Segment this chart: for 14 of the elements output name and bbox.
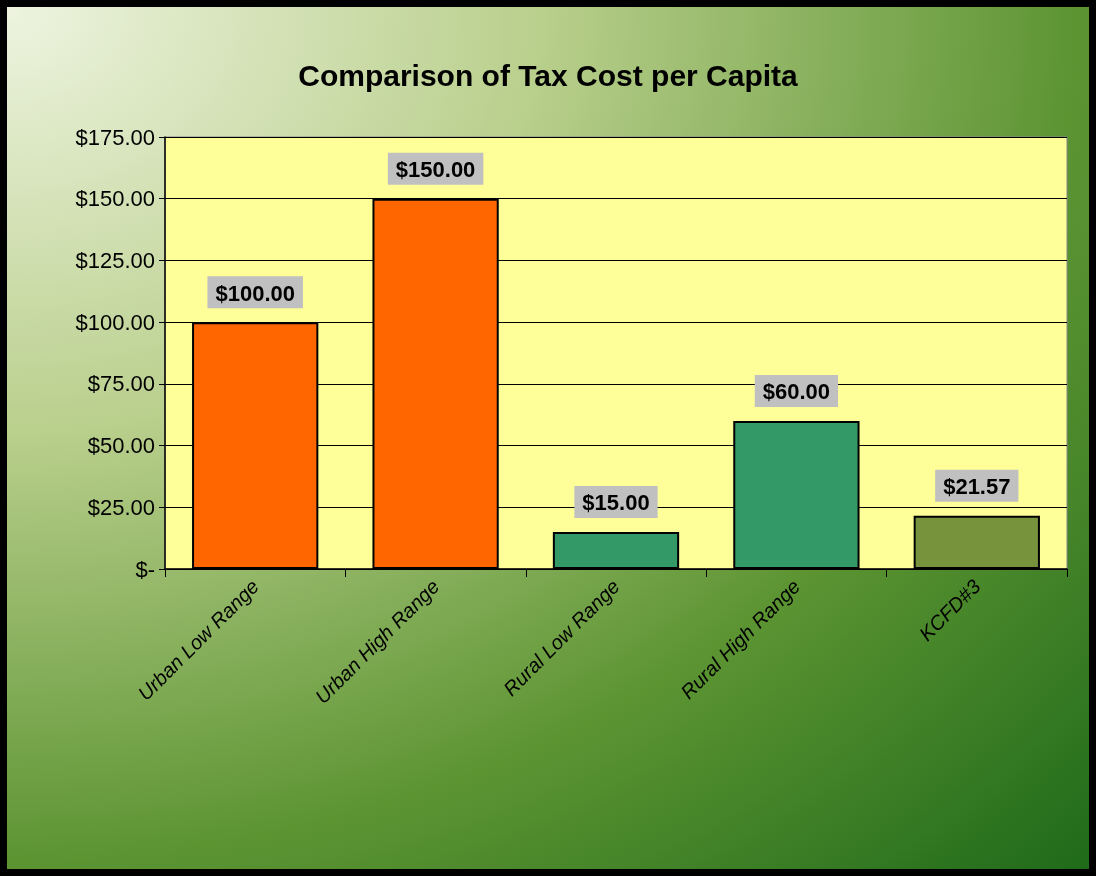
data-label: $60.00 bbox=[762, 379, 831, 405]
y-tick-label: $75.00 bbox=[87, 371, 155, 397]
data-label: $150.00 bbox=[395, 157, 476, 183]
chart-title: Comparison of Tax Cost per Capita bbox=[298, 58, 799, 92]
y-tick-label: $125.00 bbox=[75, 247, 155, 273]
y-tick-label: $50.00 bbox=[87, 433, 155, 459]
y-tick-label: $25.00 bbox=[87, 494, 155, 520]
y-tick-label: $100.00 bbox=[75, 309, 155, 335]
data-label: $100.00 bbox=[215, 280, 295, 306]
y-tick-label: $175.00 bbox=[75, 124, 155, 150]
y-tick-label: $- bbox=[135, 556, 155, 582]
data-label: $15.00 bbox=[582, 490, 650, 516]
y-tick-label: $150.00 bbox=[75, 186, 155, 212]
data-label: $21.57 bbox=[943, 474, 1011, 500]
